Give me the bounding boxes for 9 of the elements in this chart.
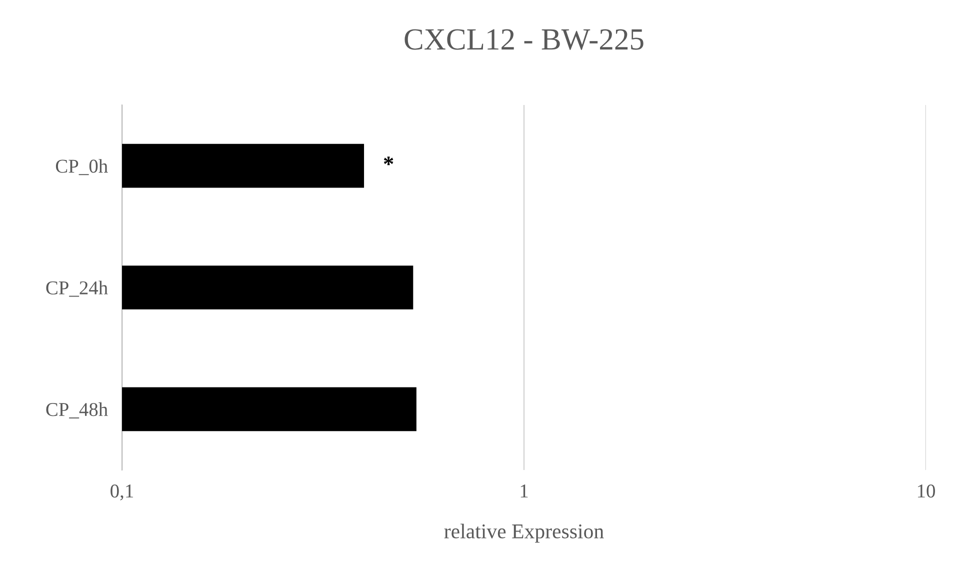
annotation: * <box>384 156 394 166</box>
y-tick-label: CP_48h <box>46 402 108 418</box>
x-axis-title: relative Expression <box>444 524 604 543</box>
x-tick-label: 10 <box>918 484 935 498</box>
y-tick-label: CP_0h <box>56 159 108 176</box>
y-tick-label: CP_24h <box>46 280 108 297</box>
chart-title: CXCL12 - BW-225 <box>404 29 644 50</box>
x-tick-label: 1 <box>520 484 528 498</box>
x-tick-label: 0,1 <box>110 484 133 500</box>
